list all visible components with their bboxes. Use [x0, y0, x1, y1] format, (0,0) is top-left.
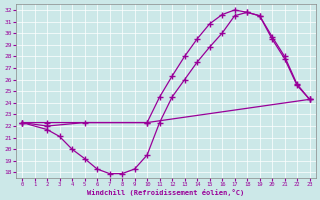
X-axis label: Windchill (Refroidissement éolien,°C): Windchill (Refroidissement éolien,°C) [87, 189, 244, 196]
